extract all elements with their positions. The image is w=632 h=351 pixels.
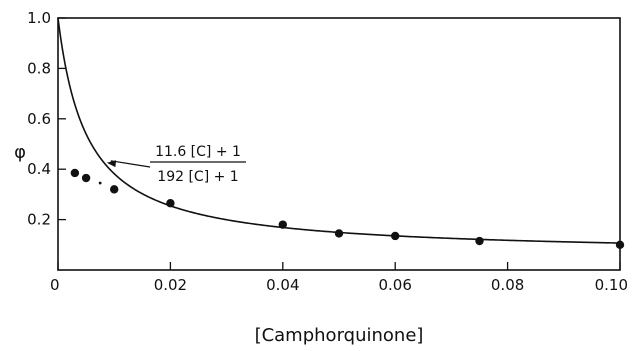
y-tick-label: 1.0	[27, 9, 51, 27]
data-point	[615, 240, 625, 249]
data-point	[475, 236, 484, 246]
data-points	[70, 168, 625, 249]
x-axis-tick-labels: 0 0.02 0.04 0.06 0.08 0.10	[50, 276, 628, 294]
y-axis-ticks	[58, 17, 66, 221]
data-point	[166, 199, 175, 208]
x-tick-label: 0	[50, 276, 60, 294]
x-tick-label: 0.08	[491, 276, 524, 294]
annotation-arrowhead	[106, 160, 117, 168]
plot-frame	[57, 17, 621, 271]
x-tick-label: 0.06	[378, 276, 411, 294]
equation-numerator: 11.6 [C] + 1	[155, 144, 241, 160]
data-point-dot	[98, 181, 102, 185]
data-point	[391, 231, 400, 241]
y-tick-label: 0.6	[27, 110, 51, 128]
fit-curve	[57, 17, 621, 244]
equation-annotation: 11.6 [C] + 1 192 [C] + 1	[106, 144, 246, 185]
y-tick-label: 0.2	[27, 211, 51, 229]
annotation-leader-line	[110, 160, 151, 168]
data-point	[334, 229, 344, 238]
x-axis-title: [Camphorquinone]	[255, 325, 424, 346]
y-axis-title: φ	[14, 142, 26, 163]
equation-denominator: 192 [C] + 1	[157, 169, 238, 185]
data-point	[81, 173, 91, 183]
y-axis-tick-labels: 0.2 0.4 0.6 0.8 1.0	[27, 9, 51, 229]
data-point	[110, 185, 119, 194]
x-tick-label: 0.04	[266, 276, 299, 294]
y-tick-label: 0.8	[27, 59, 51, 77]
x-axis-ticks	[57, 262, 621, 270]
x-tick-label: 0.02	[154, 276, 187, 294]
data-point	[70, 168, 80, 178]
y-tick-label: 0.4	[27, 160, 51, 178]
data-point	[278, 220, 287, 229]
x-tick-label: 0.10	[595, 276, 628, 294]
